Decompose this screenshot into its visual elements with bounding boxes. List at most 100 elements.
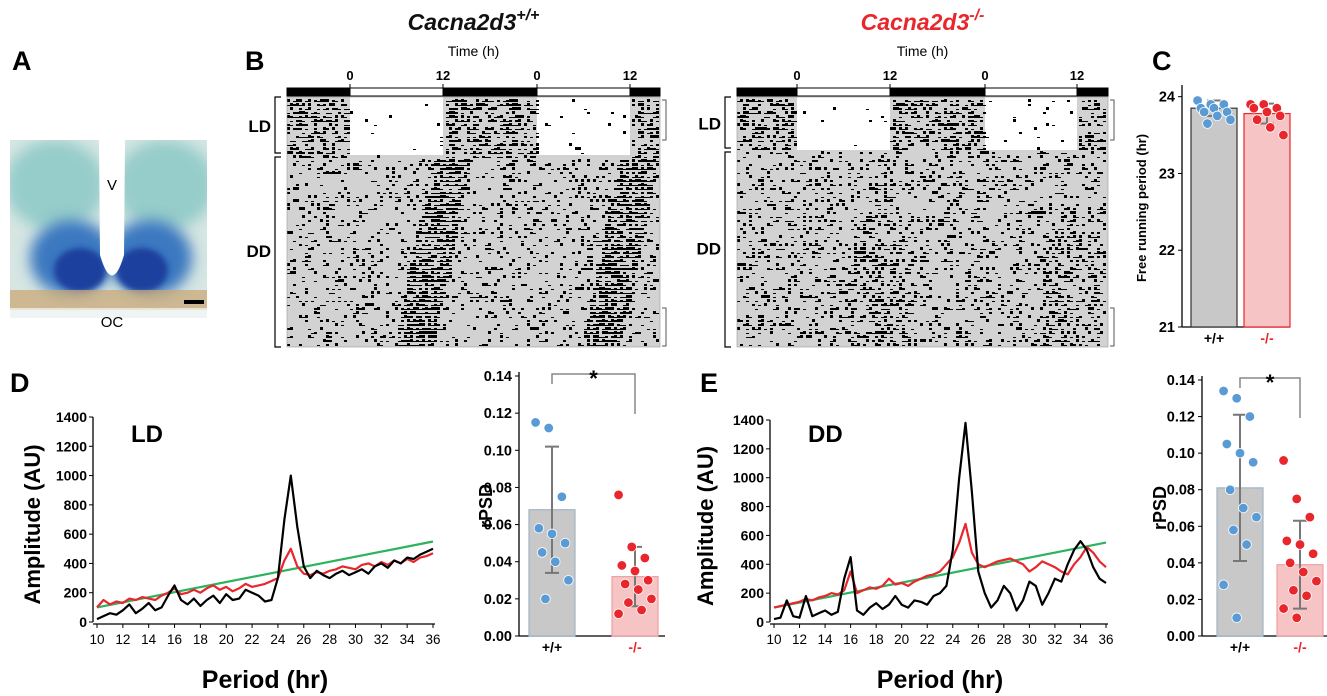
y-tick-label: 0.12: [484, 406, 512, 422]
light-phase-bar: [984, 87, 1078, 97]
x-tick-label: 32: [1047, 632, 1062, 647]
data-point: [1244, 411, 1256, 422]
activity: [287, 99, 659, 346]
data-point: [636, 604, 647, 616]
data-point: [1212, 110, 1223, 122]
x-tick-label: +/+: [1204, 330, 1224, 346]
genotype-title: Cacna2d3-/-: [861, 7, 985, 35]
data-point: [619, 578, 631, 590]
x-tick-label: 12: [115, 632, 130, 647]
data-point: [626, 541, 637, 553]
x-tick-label: 26: [296, 632, 311, 647]
x-tick-label: 32: [374, 632, 389, 647]
data-point: [533, 523, 545, 534]
y-tick-label: 0.06: [1167, 519, 1195, 535]
actogram-frame: [286, 96, 661, 348]
y-tick-label: 0: [79, 614, 87, 630]
analysis-bracket: [1110, 307, 1115, 347]
y-tick-label: 0.10: [1167, 446, 1195, 462]
data-point: [1284, 557, 1296, 569]
phase-label: LD: [248, 117, 271, 136]
x-tick-label: 22: [920, 632, 935, 647]
x-tick-label: 24: [945, 632, 961, 647]
x-tick-label: 14: [818, 632, 834, 647]
data-point: [1241, 539, 1252, 550]
time-tick-label: 12: [623, 68, 637, 83]
x-tick-label: 26: [971, 632, 986, 647]
data-point: [1225, 114, 1236, 125]
data-point: [623, 597, 634, 608]
y-tick-label: 0.12: [1167, 410, 1195, 426]
line-series: [96, 540, 434, 609]
analysis-bracket: [1110, 99, 1115, 141]
data-point: [556, 491, 568, 502]
phase-bracket: [274, 96, 281, 154]
genotype: +/+: [516, 7, 539, 24]
dark-phase-bar: [1076, 87, 1109, 97]
data-point: [1281, 535, 1293, 547]
data-point: [530, 417, 541, 428]
y-tick-label: 400: [741, 556, 765, 572]
y-tick-label: 1000: [733, 470, 764, 486]
data-point: [1218, 385, 1229, 397]
x-tick-label: 14: [141, 632, 157, 647]
annotation: DD: [808, 421, 843, 448]
y-tick-label: 1400: [56, 409, 87, 425]
time-tick-label: 0: [981, 68, 988, 83]
y-tick-label: 0.02: [1167, 592, 1195, 608]
significance-bracket: [1239, 377, 1301, 418]
actogram-frame: [736, 96, 1109, 348]
light-phase: [537, 97, 630, 155]
y-axis-label: rPSD: [1150, 486, 1170, 530]
data-point: [1288, 585, 1299, 596]
data-point: [563, 575, 574, 586]
y-tick-label: 0: [756, 614, 764, 630]
y-tick-label: 22: [1159, 243, 1175, 259]
data-point: [1231, 612, 1242, 623]
analysis-bracket: [662, 99, 667, 141]
error-bar: [1293, 519, 1307, 610]
y-tick-label: 0.08: [484, 480, 512, 496]
panel-label: A: [12, 46, 32, 76]
data-point: [1221, 438, 1233, 450]
y-tick-label: 23: [1159, 166, 1175, 182]
data-point: [1291, 612, 1302, 623]
data-point: [1304, 511, 1316, 523]
analysis-bracket: [662, 307, 667, 347]
panel-label: C: [1152, 46, 1172, 76]
phase-label: DD: [696, 240, 721, 259]
line-series: [773, 421, 1107, 621]
data-point: [642, 575, 654, 586]
light-phase-bar: [349, 87, 444, 97]
y-tick-label: 0.00: [1167, 629, 1195, 645]
data-point: [1278, 129, 1289, 141]
activity: [737, 99, 1106, 346]
y-tick-label: 21: [1159, 320, 1175, 336]
time-tick-label: 12: [1070, 68, 1084, 83]
phase-bracket: [724, 151, 731, 348]
y-tick-label: 800: [64, 497, 88, 513]
data-point: [1301, 590, 1312, 601]
data-point: [1274, 110, 1286, 122]
light-phase: [797, 97, 890, 150]
x-tick-label: 36: [425, 632, 440, 647]
y-tick-label: 1400: [733, 412, 764, 428]
data-point: [1198, 106, 1210, 118]
x-tick-label: +/+: [542, 639, 562, 655]
x-tick-label: 20: [894, 632, 909, 647]
y-tick-label: 1000: [56, 468, 87, 484]
data-point: [1251, 114, 1263, 125]
y-tick-label: 0.14: [1167, 373, 1195, 389]
x-axis-label: Period (hr): [202, 666, 328, 694]
time-tick-label: 0: [346, 68, 353, 83]
phase-bracket: [274, 156, 281, 348]
dark-phase-bar: [442, 87, 538, 97]
y-tick-label: 24: [1159, 90, 1175, 106]
x-tick-label: 18: [193, 632, 208, 647]
x-tick-label: 20: [219, 632, 234, 647]
data-point: [1265, 122, 1276, 133]
data-point: [633, 584, 644, 595]
y-tick-label: 1200: [733, 441, 764, 457]
data-point: [1247, 457, 1259, 468]
data-point: [559, 537, 571, 549]
